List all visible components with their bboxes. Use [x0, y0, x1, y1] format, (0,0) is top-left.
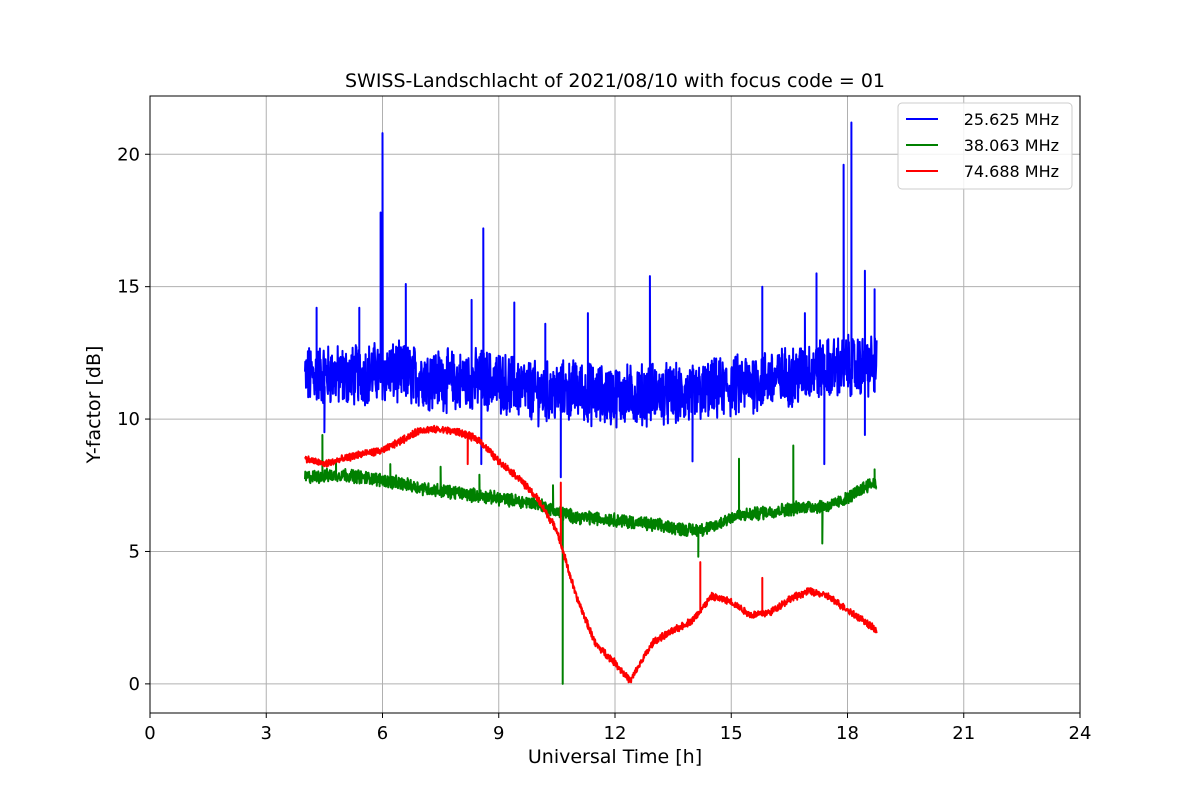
y-tick-label: 10 — [117, 409, 140, 430]
x-tick-label: 15 — [720, 723, 743, 744]
series-layer — [304, 121, 878, 685]
series-line — [304, 434, 878, 685]
legend-label: 25.625 MHz — [964, 110, 1059, 129]
x-tick-label: 3 — [261, 723, 272, 744]
x-tick-label: 12 — [604, 723, 627, 744]
y-tick-label: 20 — [117, 144, 140, 165]
x-tick-label: 24 — [1069, 723, 1092, 744]
x-tick-label: 6 — [377, 723, 388, 744]
x-tick-label: 0 — [144, 723, 155, 744]
y-tick-label: 15 — [117, 277, 140, 298]
y-axis-label: Y-factor [dB] — [83, 346, 105, 465]
legend-label: 74.688 MHz — [964, 162, 1059, 181]
y-tick-label: 0 — [129, 674, 140, 695]
x-tick-label: 18 — [836, 723, 859, 744]
x-tick-label: 9 — [493, 723, 504, 744]
x-axis-label: Universal Time [h] — [528, 746, 702, 768]
chart-title: SWISS-Landschlacht of 2021/08/10 with fo… — [345, 70, 885, 92]
y-tick-label: 5 — [129, 541, 140, 562]
legend-label: 38.063 MHz — [964, 136, 1059, 155]
series-line — [304, 121, 878, 479]
axes-ticks: 0 3 6 9 12 15 18 21 24 0 5 10 15 20 — [117, 144, 1091, 744]
series-line — [304, 424, 878, 684]
legend-box — [897, 102, 1073, 190]
x-tick-label: 21 — [952, 723, 975, 744]
legend: 25.625 MHz 38.063 MHz 74.688 MHz — [897, 102, 1073, 190]
